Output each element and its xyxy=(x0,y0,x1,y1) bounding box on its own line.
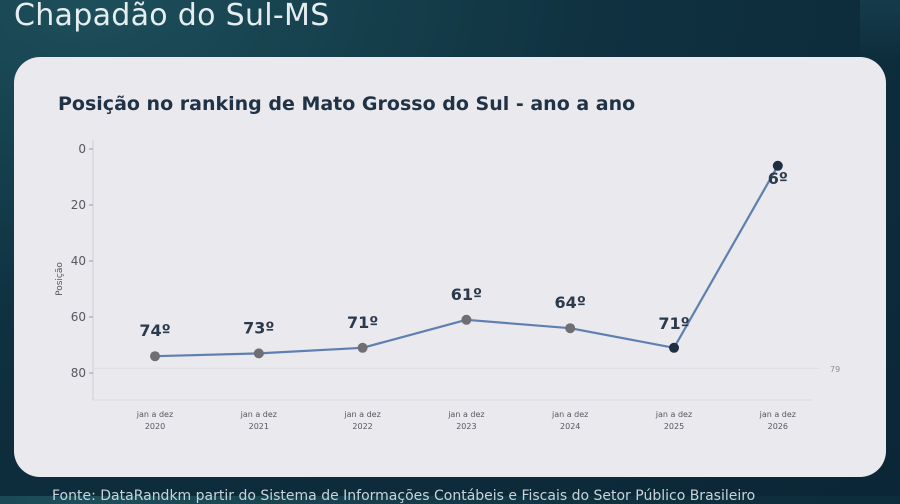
data-point xyxy=(357,342,368,353)
data-point xyxy=(669,342,679,353)
data-point xyxy=(565,323,576,334)
data-label: 74º xyxy=(139,321,170,340)
chart-title: Posição no ranking de Mato Grosso do Sul… xyxy=(58,93,636,115)
y-tick-label: 60 xyxy=(71,310,86,324)
data-point xyxy=(772,160,783,171)
source-footer: Fonte: DataRandkm partir do Sistema de I… xyxy=(52,488,756,504)
data-point xyxy=(253,348,264,359)
background-decoration xyxy=(860,0,900,60)
reference-value-label: 79 xyxy=(830,365,840,374)
data-point xyxy=(461,314,472,325)
data-label: 71º xyxy=(658,314,689,333)
data-label: 61º xyxy=(451,285,482,304)
data-label: 64º xyxy=(555,293,586,312)
y-tick-label: 0 xyxy=(78,142,86,156)
x-tick-label: jan a dez xyxy=(551,410,588,419)
x-tick-label-year: 2022 xyxy=(352,422,372,431)
x-tick-label: jan a dez xyxy=(759,410,796,419)
x-tick-label: jan a dez xyxy=(240,410,277,419)
x-tick-label-year: 2024 xyxy=(560,422,580,431)
y-tick-label: 40 xyxy=(71,254,86,268)
x-tick-label-year: 2026 xyxy=(768,422,788,431)
data-label: 73º xyxy=(243,318,274,337)
y-tick-label: 20 xyxy=(71,198,86,212)
x-tick-label: jan a dez xyxy=(447,410,484,419)
chart-card: Posição no ranking de Mato Grosso do Sul… xyxy=(14,57,886,477)
data-label: 6º xyxy=(768,169,788,188)
data-point xyxy=(150,351,160,362)
x-tick-label: jan a dez xyxy=(343,410,380,419)
x-tick-label: jan a dez xyxy=(655,410,692,419)
y-tick-label: 80 xyxy=(71,366,86,380)
page-title: Chapadão do Sul-MS xyxy=(14,0,330,33)
x-tick-label-year: 2025 xyxy=(664,422,684,431)
data-label: 71º xyxy=(347,313,378,332)
y-axis-label: Posição xyxy=(55,262,65,296)
x-tick-label-year: 2020 xyxy=(145,422,165,431)
x-tick-label-year: 2023 xyxy=(456,422,476,431)
x-tick-label: jan a dez xyxy=(136,410,173,419)
x-tick-label-year: 2021 xyxy=(249,422,269,431)
